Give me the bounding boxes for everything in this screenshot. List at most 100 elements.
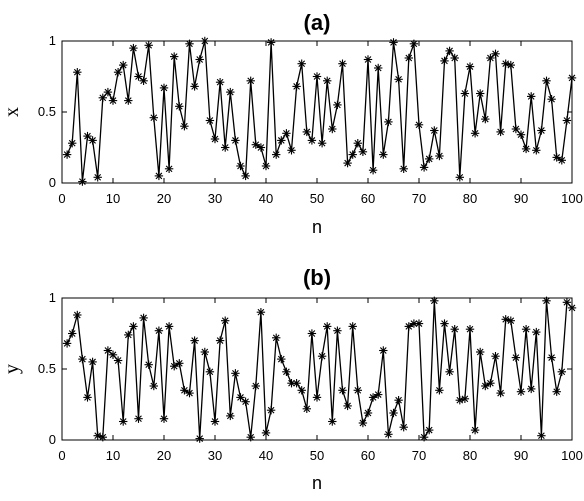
data-point <box>358 147 368 157</box>
y-tick-label: 0.5 <box>38 361 56 376</box>
data-point <box>164 164 174 174</box>
data-point <box>241 171 250 181</box>
data-point <box>149 113 159 122</box>
data-point <box>139 76 148 86</box>
data-point <box>200 347 210 357</box>
panel-title: (a) <box>304 10 331 35</box>
x-tick-label: 30 <box>208 191 222 206</box>
data-point <box>220 316 230 325</box>
data-point <box>159 414 169 423</box>
data-point <box>399 423 408 432</box>
data-point <box>261 428 271 438</box>
data-point <box>317 138 327 148</box>
data-point <box>414 319 424 328</box>
data-point <box>358 418 368 428</box>
data-point <box>73 67 82 77</box>
data-point <box>164 322 174 331</box>
data-point <box>297 59 306 68</box>
data-point <box>302 404 311 413</box>
data-point <box>343 401 352 411</box>
data-point <box>333 100 342 110</box>
data-point <box>113 356 123 365</box>
data-point <box>251 381 261 391</box>
data-point <box>307 136 317 145</box>
data-point <box>435 151 444 161</box>
y-tick-label: 0 <box>49 432 56 447</box>
x-tick-label: 20 <box>157 448 171 463</box>
data-point <box>67 329 77 338</box>
data-point <box>425 154 434 164</box>
data-point <box>277 354 286 364</box>
x-axis-label: n <box>312 217 322 237</box>
data-point <box>409 39 419 48</box>
x-tick-label: 100 <box>561 191 583 206</box>
data-point <box>450 325 459 334</box>
data-point <box>307 329 317 338</box>
data-point <box>98 93 108 103</box>
data-point <box>353 386 362 395</box>
data-point <box>414 120 424 130</box>
data-point <box>195 434 204 443</box>
data-point <box>516 130 526 139</box>
data-point <box>67 138 77 148</box>
data-point <box>348 150 357 159</box>
data-point <box>113 67 123 77</box>
data-point <box>103 346 113 355</box>
data-point <box>440 56 449 66</box>
data-point <box>521 144 531 154</box>
data-point <box>501 315 510 324</box>
data-point <box>394 396 403 405</box>
data-point <box>496 127 505 137</box>
data-point <box>302 127 311 137</box>
series-line <box>66 300 573 440</box>
data-point <box>144 41 153 50</box>
data-point <box>159 83 169 93</box>
data-point <box>185 39 194 48</box>
data-point <box>445 46 454 56</box>
data-point <box>430 126 439 135</box>
data-point <box>389 38 398 47</box>
data-point <box>537 126 546 135</box>
data-point <box>272 150 281 159</box>
x-tick-label: 10 <box>106 191 120 206</box>
y-axis-label: x <box>1 107 23 117</box>
data-point <box>552 387 561 396</box>
data-point <box>476 347 485 357</box>
data-point <box>195 55 204 64</box>
data-point <box>88 136 97 145</box>
data-point <box>368 165 378 175</box>
data-point <box>470 425 480 435</box>
x-tick-label: 40 <box>259 191 273 206</box>
data-point <box>256 143 266 152</box>
data-point <box>215 77 225 87</box>
data-point <box>399 164 408 174</box>
data-point <box>108 350 118 359</box>
data-point <box>103 87 113 97</box>
data-point <box>379 150 388 159</box>
x-tick-label: 70 <box>412 448 426 463</box>
data-point <box>562 298 572 307</box>
data-point <box>98 433 108 442</box>
data-point <box>210 134 220 144</box>
data-point <box>527 92 536 101</box>
data-point <box>261 161 271 171</box>
data-point <box>118 417 128 426</box>
data-point <box>175 359 184 368</box>
data-point <box>516 387 526 396</box>
data-point <box>338 59 347 68</box>
y-tick-label: 0.5 <box>38 104 56 119</box>
panel-a: (a) 0 10 20 30 40 50 60 70 80 90 100 0 0.5 1 n x <box>1 10 583 237</box>
data-point <box>374 63 383 73</box>
data-point <box>435 386 444 395</box>
y-tick-label: 1 <box>49 290 56 305</box>
data-point <box>389 408 398 418</box>
x-tick-label: 60 <box>361 191 375 206</box>
data-point <box>134 414 143 423</box>
data-point <box>567 73 577 83</box>
data-point <box>496 388 505 398</box>
data-point <box>62 339 72 348</box>
data-point <box>328 417 337 426</box>
data-point <box>363 408 373 418</box>
